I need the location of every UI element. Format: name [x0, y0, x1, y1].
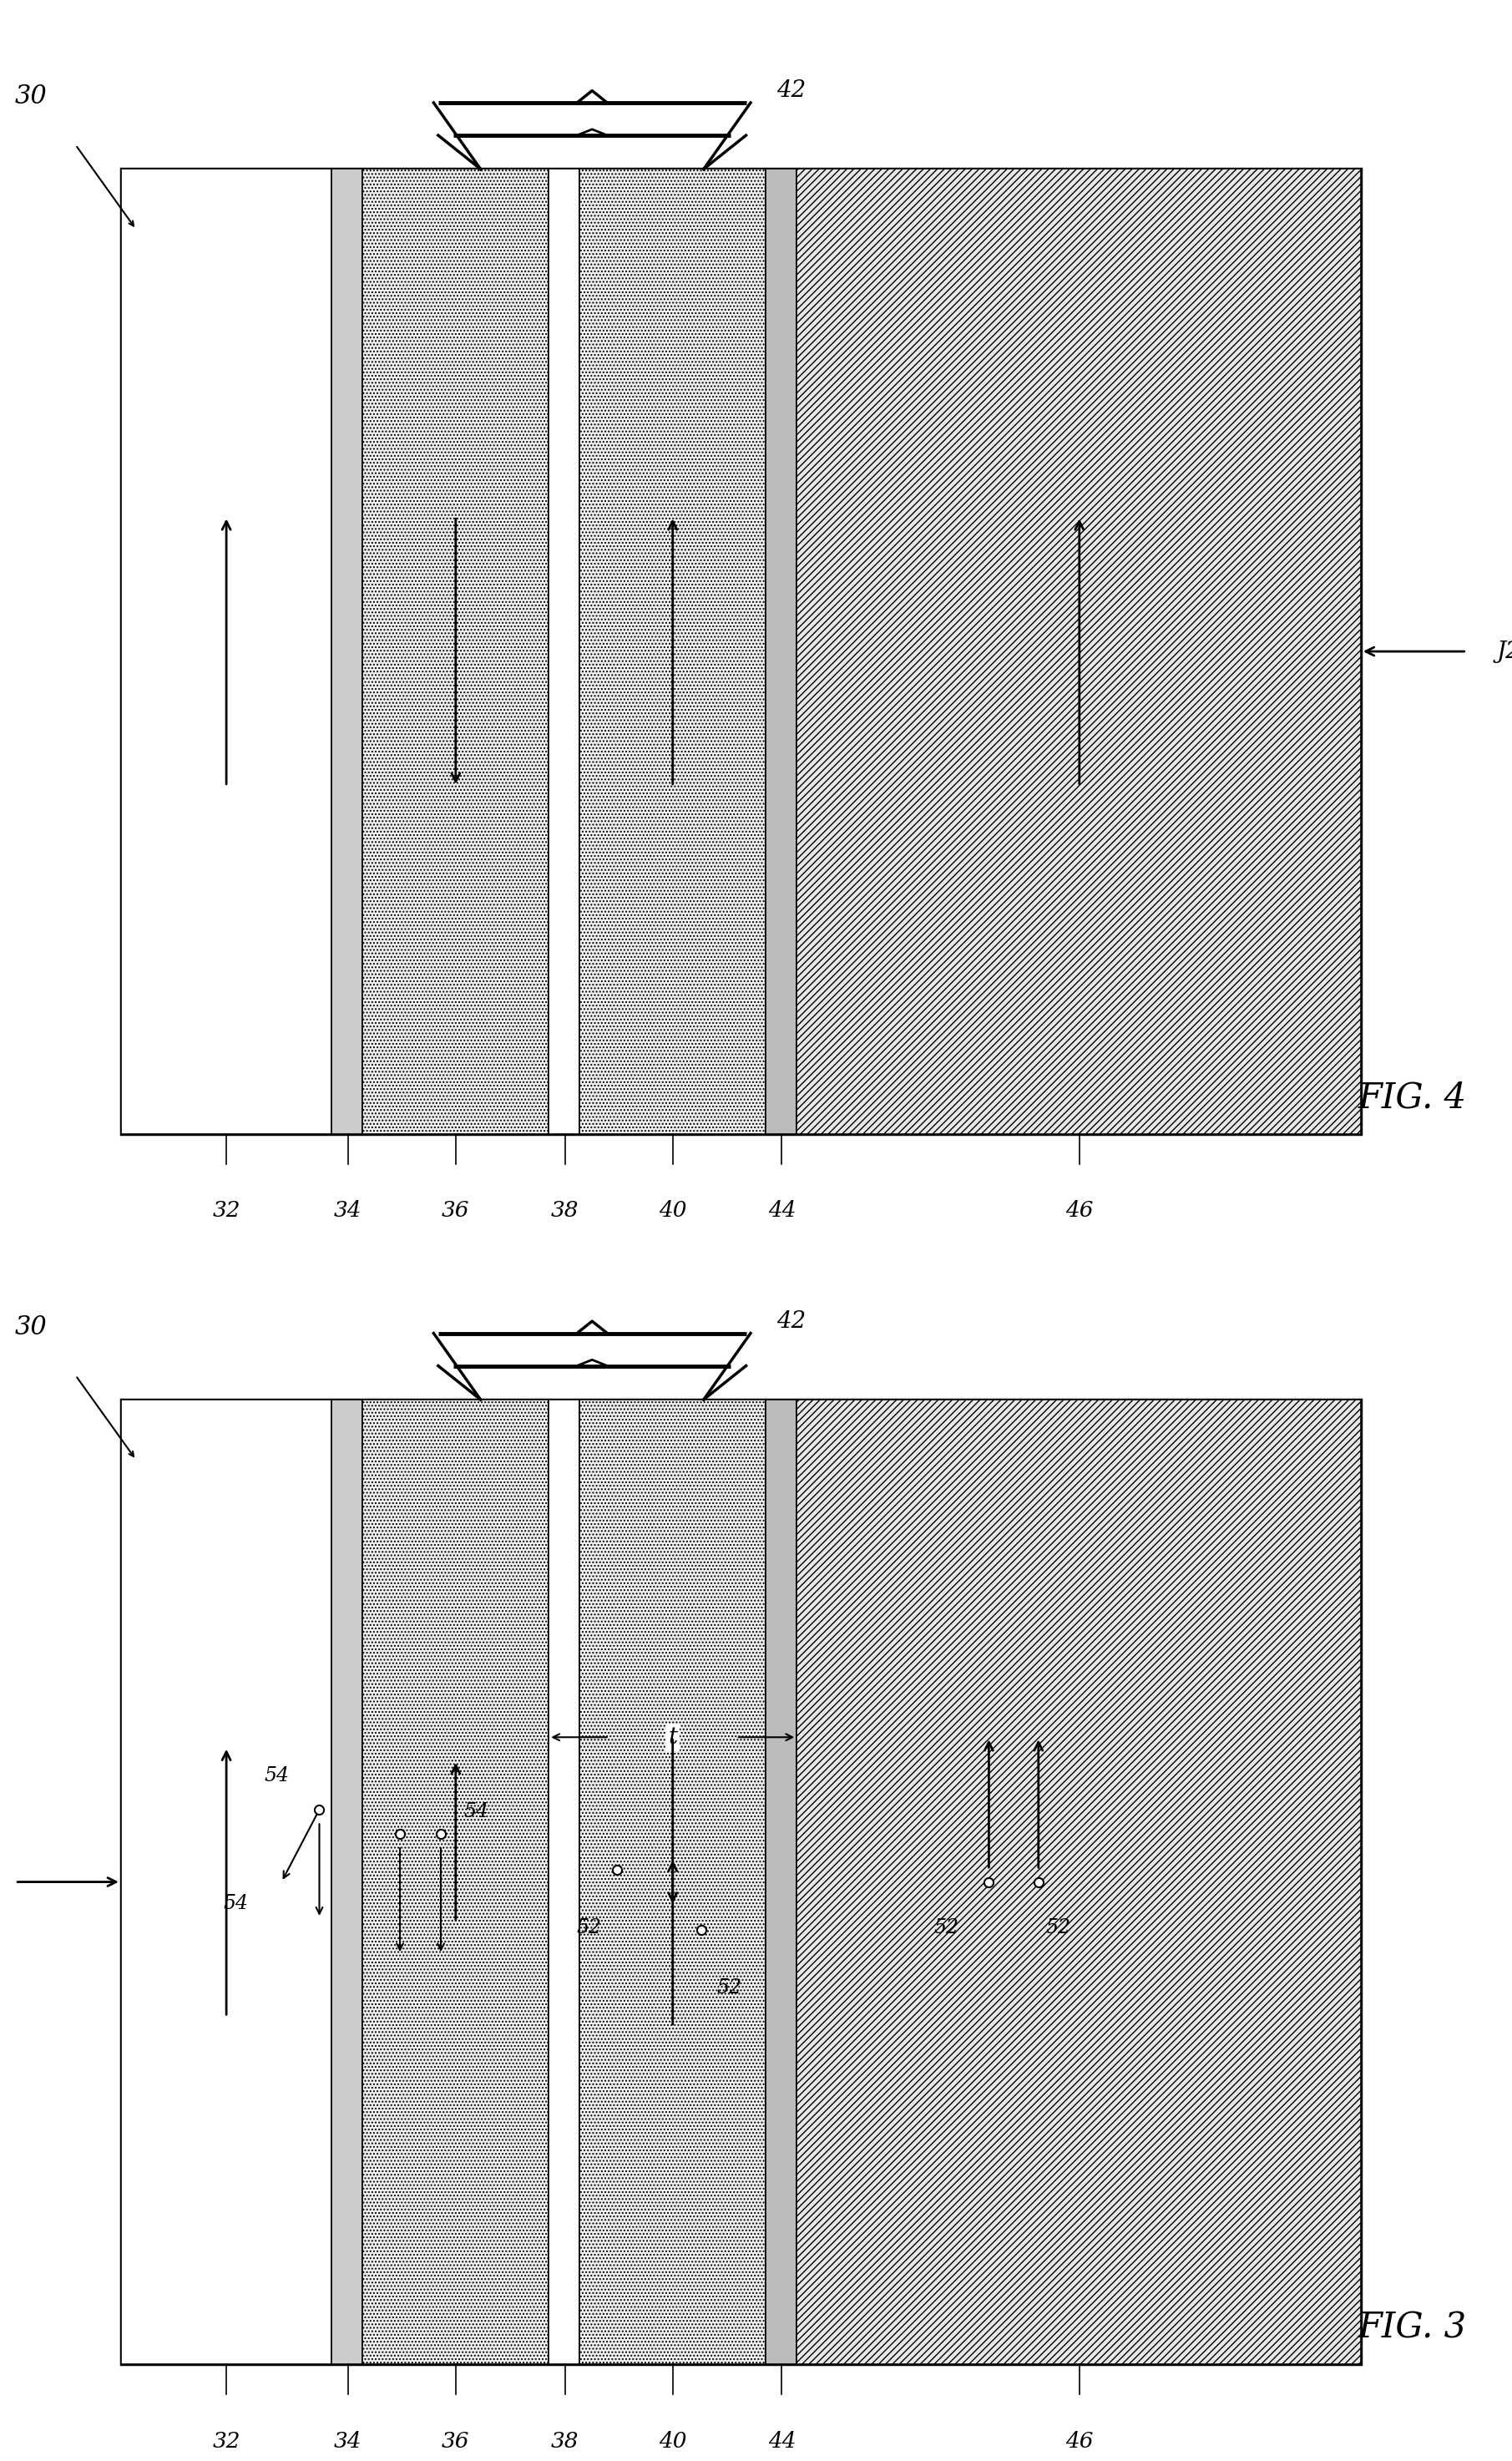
Text: 40: 40 [659, 1201, 686, 1221]
Text: FIG. 3: FIG. 3 [1358, 2311, 1467, 2345]
Text: 30: 30 [15, 84, 47, 111]
Bar [797, 1400, 1361, 2365]
Text: 52: 52 [1046, 1917, 1070, 1937]
Text: t: t [668, 1725, 677, 1747]
Bar [121, 170, 331, 1135]
Bar [797, 170, 1361, 1135]
Bar [549, 170, 579, 1135]
Bar [765, 170, 797, 1135]
Text: 46: 46 [1066, 1201, 1093, 1221]
Bar [579, 1400, 765, 2365]
Text: 34: 34 [334, 1201, 361, 1221]
Text: 54: 54 [265, 1767, 289, 1784]
Text: 36: 36 [442, 2431, 470, 2451]
Text: 34: 34 [334, 2431, 361, 2451]
Bar [121, 1400, 331, 2365]
Text: 38: 38 [550, 1201, 579, 1221]
Text: 54: 54 [464, 1801, 488, 1821]
Bar [549, 1400, 579, 2365]
Bar [331, 170, 363, 1135]
Bar [765, 1400, 797, 2365]
Bar [331, 1400, 363, 2365]
Text: 40: 40 [659, 2431, 686, 2451]
Text: 36: 36 [442, 1201, 470, 1221]
Bar [121, 170, 1361, 1135]
Text: 52: 52 [576, 1917, 602, 1937]
Text: 32: 32 [212, 1201, 240, 1221]
Bar [579, 170, 765, 1135]
Text: FIG. 4: FIG. 4 [1358, 1080, 1467, 1115]
Text: 44: 44 [768, 2431, 795, 2451]
Bar [121, 1400, 1361, 2365]
Text: 52: 52 [933, 1917, 959, 1937]
Text: 30: 30 [15, 1314, 47, 1341]
Bar [363, 170, 549, 1135]
Text: 42: 42 [776, 1309, 806, 1331]
Text: 52: 52 [717, 1979, 741, 1998]
Text: 38: 38 [550, 2431, 579, 2451]
Text: 54: 54 [224, 1895, 248, 1912]
Bar [363, 1400, 549, 2365]
Text: J2: J2 [1497, 640, 1512, 662]
Text: 42: 42 [776, 79, 806, 101]
Text: 44: 44 [768, 1201, 795, 1221]
Text: 32: 32 [212, 2431, 240, 2451]
Text: 46: 46 [1066, 2431, 1093, 2451]
